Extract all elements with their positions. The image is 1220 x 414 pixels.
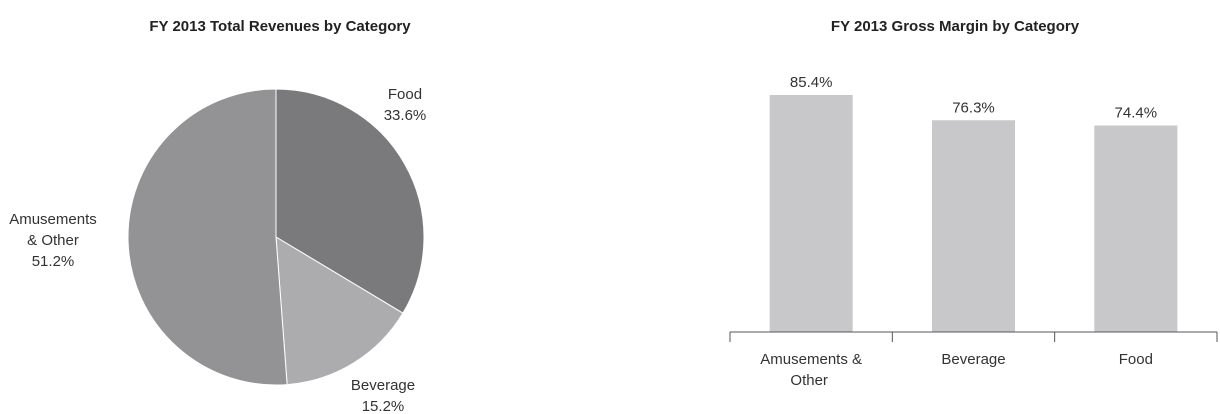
pie-slice-food [275, 88, 425, 314]
bar-beverage [932, 120, 1015, 333]
pie-slice-beverage [275, 236, 404, 386]
bar-food [1094, 125, 1178, 332]
pie-label-beverage: Beverage [351, 377, 415, 394]
pie-label-food: Food [388, 86, 422, 103]
x-tick-label: Other [790, 372, 828, 389]
bar-value-label: 85.4% [790, 74, 833, 91]
bar-chart: FY 2013 Gross Margin by Category 85.4% Am… [690, 0, 1220, 414]
pie-value-food: 33.6% [384, 107, 427, 124]
bar-chart-title: FY 2013 Gross Margin by Category [830, 18, 1080, 35]
bar-chart-plot: 85.4% Amusements & Other 76.3% Beverage 74.4%… [729, 74, 1218, 389]
bar-value-label: 74.4% [1115, 105, 1158, 122]
pie-label-amusements-other: & Other [27, 232, 79, 249]
bar-amusements-other [769, 95, 853, 332]
pie-slice-amusements-other [127, 88, 288, 386]
pie-value-amusements-other: 51.2% [32, 253, 75, 270]
pie-chart: FY 2013 Total Revenues by Category Food 3… [0, 0, 560, 414]
x-tick-label: Amusements & [760, 351, 862, 368]
pie-value-beverage: 15.2% [362, 398, 405, 414]
x-tick-label: Beverage [941, 351, 1005, 368]
pie-label-amusements-other: Amusements [9, 211, 97, 228]
pie-chart-plot: Food 33.6% Beverage 15.2% Amusements & Other 5… [9, 86, 427, 414]
pie-chart-title: FY 2013 Total Revenues by Category [149, 18, 411, 35]
bar-value-label: 76.3% [952, 99, 995, 116]
x-tick-label: Food [1119, 351, 1153, 368]
